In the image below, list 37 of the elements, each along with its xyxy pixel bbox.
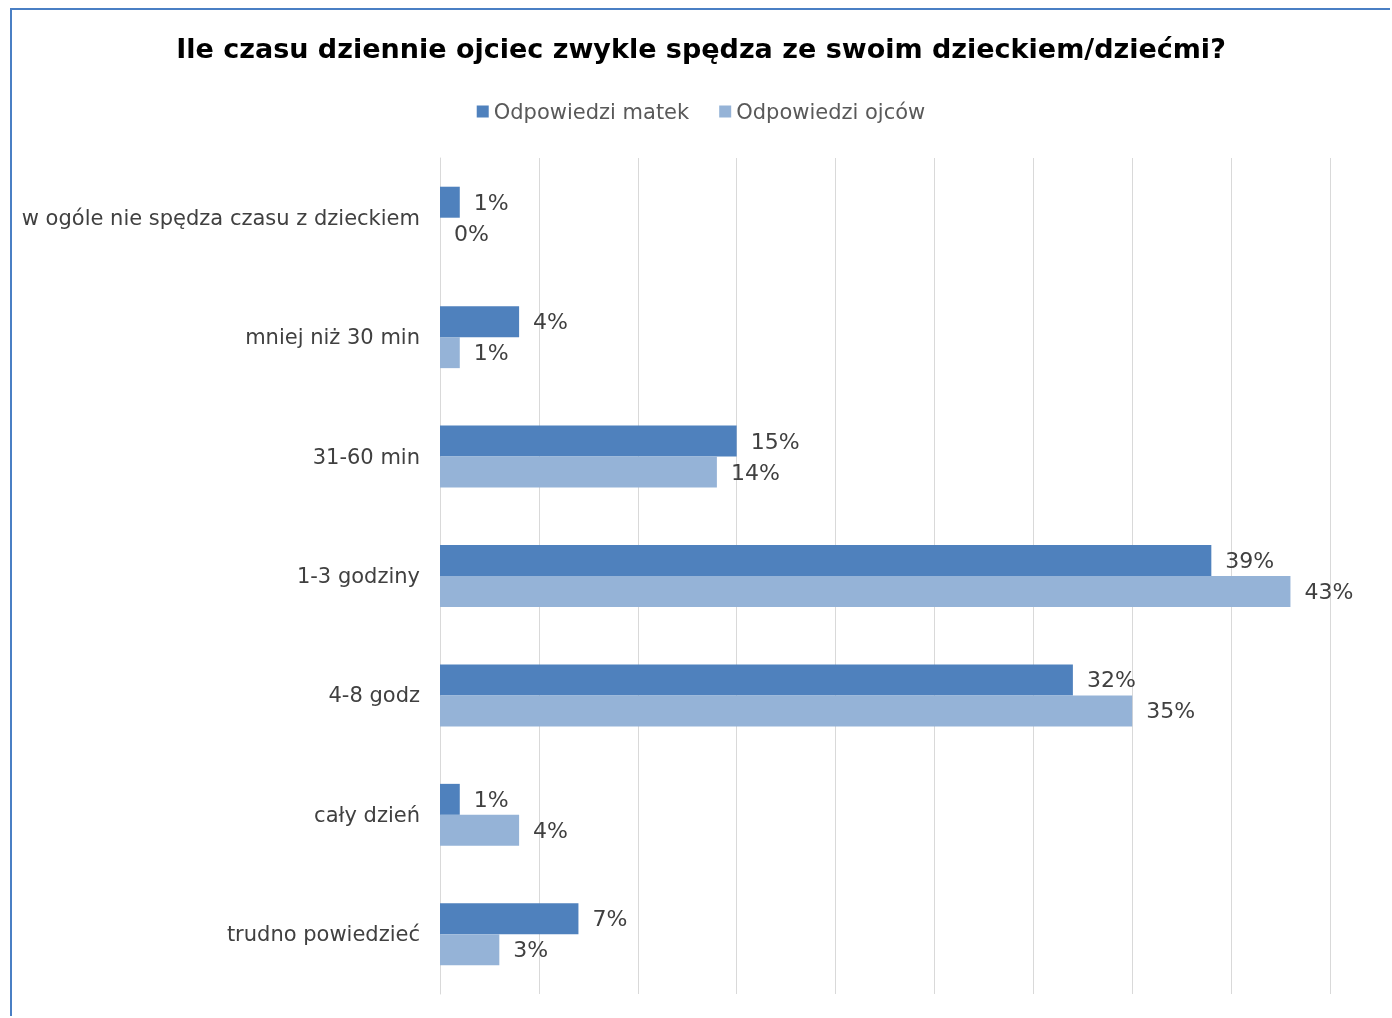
data-label: 4% [533, 817, 569, 843]
y-tick-label: 31-60 min [312, 444, 420, 469]
y-tick-label: mniej niż 30 min [245, 325, 420, 350]
legend-label: Odpowiedzi matek [493, 99, 691, 124]
data-label: 1% [473, 340, 509, 366]
data-label: 43% [1304, 579, 1354, 604]
data-label: 14% [730, 459, 780, 485]
y-tick-label: w ogóle nie spędza czasu z dzieckiem [21, 205, 420, 230]
data-label: 32% [1086, 667, 1136, 693]
bar [440, 664, 1073, 696]
data-label: 15% [750, 428, 800, 454]
bar [440, 425, 737, 457]
chart-title: Ile czasu dziennie ojciec zwykle spędza ze swoim dzieckiem/dziećmi? [176, 33, 1226, 64]
y-tick-label: 1-3 godziny [296, 564, 420, 588]
bar [440, 456, 717, 488]
legend-label: Odpowiedzi ojców [736, 99, 926, 124]
data-label: 1% [473, 189, 509, 215]
data-label: 0% [454, 220, 489, 246]
bar [440, 934, 500, 966]
y-tick-label: cały dzień [314, 802, 420, 827]
data-label: 3% [513, 937, 549, 963]
bar [440, 337, 460, 369]
bar [440, 186, 460, 218]
bar [440, 783, 460, 815]
bar [440, 695, 1133, 727]
bar [440, 576, 1291, 607]
y-tick-label: 4-8 godz [328, 683, 420, 708]
data-label: 35% [1146, 698, 1196, 724]
data-label: 1% [473, 786, 509, 812]
bar [440, 545, 1212, 576]
data-label: 7% [592, 906, 628, 932]
data-label: 39% [1225, 548, 1275, 573]
data-label: 4% [533, 309, 569, 335]
bar [440, 306, 520, 338]
bar [440, 903, 579, 935]
y-tick-label: trudno powiedzieć [226, 922, 420, 947]
bar [440, 814, 520, 846]
